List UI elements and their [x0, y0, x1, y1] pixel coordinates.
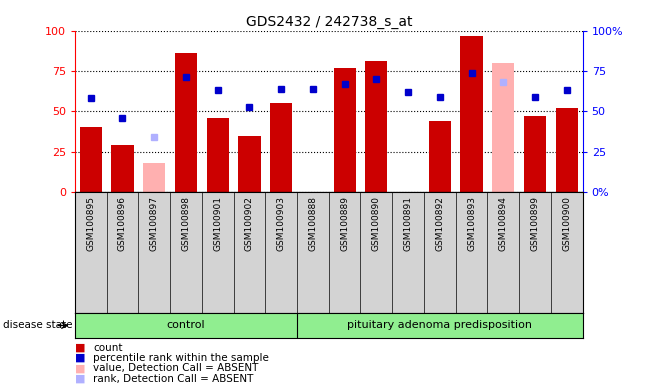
- Text: GSM100891: GSM100891: [404, 195, 413, 251]
- Text: ■: ■: [75, 343, 85, 353]
- Text: GSM100899: GSM100899: [531, 195, 540, 251]
- Bar: [524, 116, 546, 192]
- Text: GSM100890: GSM100890: [372, 195, 381, 251]
- Bar: [556, 108, 578, 192]
- Bar: [143, 163, 165, 192]
- Text: GSM100894: GSM100894: [499, 195, 508, 250]
- Text: GDS2432 / 242738_s_at: GDS2432 / 242738_s_at: [245, 15, 412, 29]
- Bar: [79, 127, 102, 192]
- Text: GSM100898: GSM100898: [182, 195, 191, 251]
- Text: ■: ■: [75, 353, 85, 363]
- Text: percentile rank within the sample: percentile rank within the sample: [93, 353, 269, 363]
- Text: GSM100902: GSM100902: [245, 195, 254, 250]
- Text: GSM100901: GSM100901: [213, 195, 222, 251]
- Text: GSM100892: GSM100892: [436, 195, 445, 250]
- Text: GSM100895: GSM100895: [86, 195, 95, 251]
- Bar: [238, 136, 260, 192]
- Text: pituitary adenoma predisposition: pituitary adenoma predisposition: [348, 320, 533, 331]
- Text: GSM100888: GSM100888: [309, 195, 318, 251]
- Bar: [460, 36, 482, 192]
- Text: GSM100893: GSM100893: [467, 195, 476, 251]
- Text: value, Detection Call = ABSENT: value, Detection Call = ABSENT: [93, 363, 258, 373]
- Text: GSM100900: GSM100900: [562, 195, 572, 251]
- Text: disease state: disease state: [3, 320, 73, 331]
- Text: ■: ■: [75, 374, 85, 384]
- Bar: [111, 145, 133, 192]
- Text: rank, Detection Call = ABSENT: rank, Detection Call = ABSENT: [93, 374, 253, 384]
- Text: control: control: [167, 320, 205, 331]
- Text: GSM100903: GSM100903: [277, 195, 286, 251]
- Text: GSM100897: GSM100897: [150, 195, 159, 251]
- Text: GSM100896: GSM100896: [118, 195, 127, 251]
- Bar: [333, 68, 355, 192]
- Bar: [365, 61, 387, 192]
- Text: count: count: [93, 343, 122, 353]
- Text: ■: ■: [75, 363, 85, 373]
- Bar: [270, 103, 292, 192]
- Bar: [492, 63, 514, 192]
- Bar: [206, 118, 229, 192]
- Bar: [429, 121, 451, 192]
- Bar: [175, 53, 197, 192]
- Text: GSM100889: GSM100889: [340, 195, 349, 251]
